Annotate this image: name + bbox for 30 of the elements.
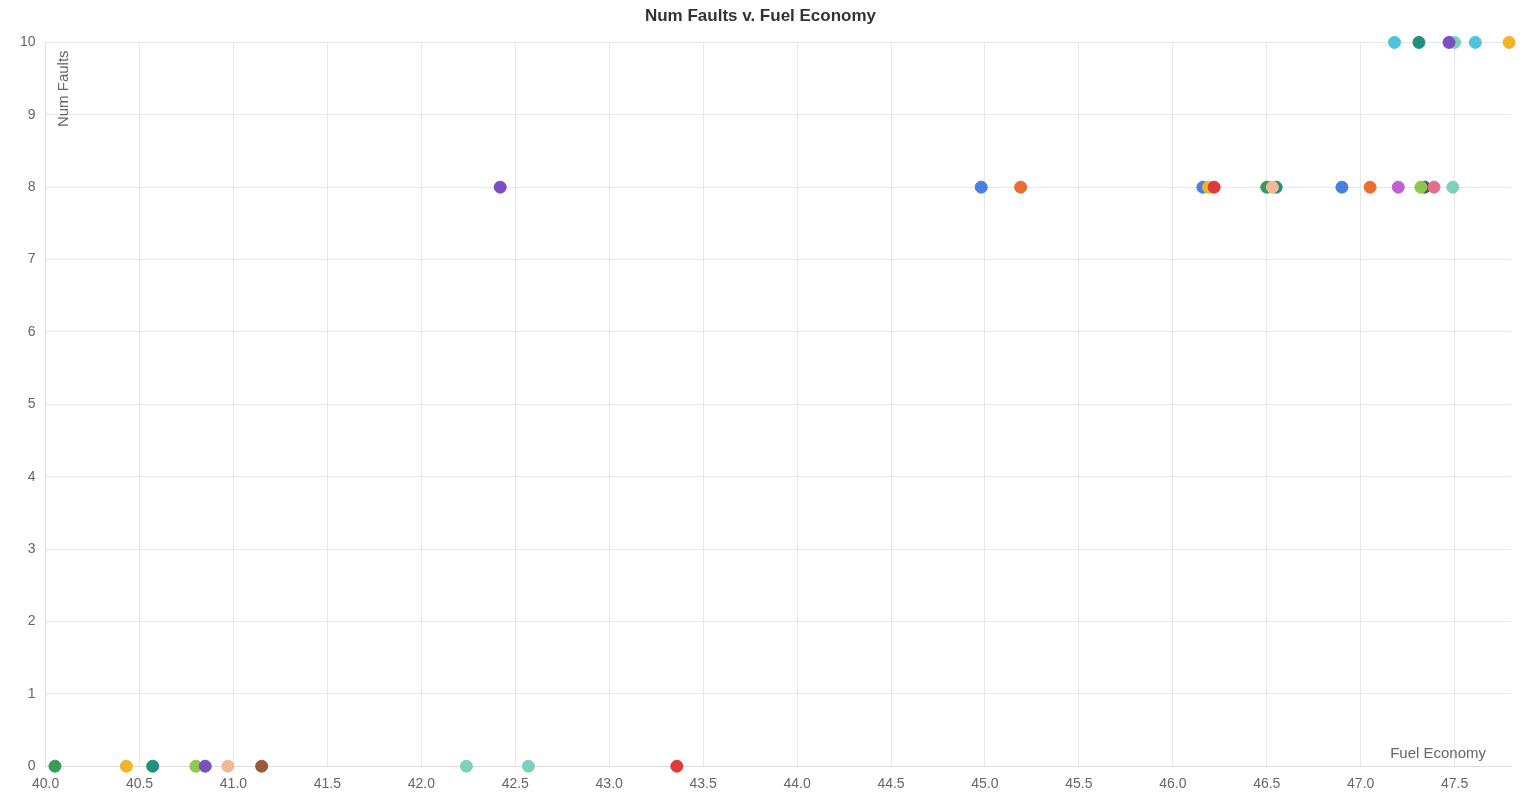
- x-tick-label: 41.0: [219, 775, 248, 792]
- y-tick-label: 3: [27, 539, 36, 556]
- x-tick-label: 45.5: [1065, 775, 1093, 792]
- x-axis-title: Fuel Economy: [1390, 743, 1487, 761]
- y-tick-label: 6: [27, 322, 36, 339]
- x-tick-label: 40.5: [125, 775, 154, 792]
- y-tick-label: 4: [27, 467, 36, 484]
- y-tick-label: 10: [19, 33, 36, 50]
- y-tick-label: 1: [27, 684, 36, 701]
- x-tick-label: 44.0: [783, 775, 811, 792]
- x-tick-label: 43.5: [689, 775, 717, 792]
- y-tick-label: 9: [27, 105, 36, 122]
- y-tick-label: 2: [27, 612, 36, 629]
- x-tick-label: 45.0: [971, 775, 999, 792]
- x-tick-label: 40.0: [31, 775, 60, 792]
- y-tick-label: 7: [27, 250, 36, 267]
- x-tick-label: 46.5: [1253, 775, 1281, 792]
- x-tick-label: 44.5: [877, 775, 905, 792]
- y-tick-label: 8: [27, 178, 36, 195]
- y-tick-label: 0: [27, 757, 36, 774]
- x-tick-label: 43.0: [595, 775, 624, 792]
- x-tick-label: 42.0: [407, 775, 436, 792]
- y-axis-title: Num Faults: [53, 50, 71, 128]
- x-tick-label: 46.0: [1159, 775, 1187, 792]
- chart-title: Num Faults v. Fuel Economy: [644, 5, 877, 25]
- y-tick-label: 5: [27, 395, 36, 412]
- x-tick-label: 42.5: [501, 775, 530, 792]
- x-tick-label: 47.0: [1347, 775, 1375, 792]
- x-tick-label: 47.5: [1441, 775, 1469, 792]
- x-tick-label: 41.5: [313, 775, 342, 792]
